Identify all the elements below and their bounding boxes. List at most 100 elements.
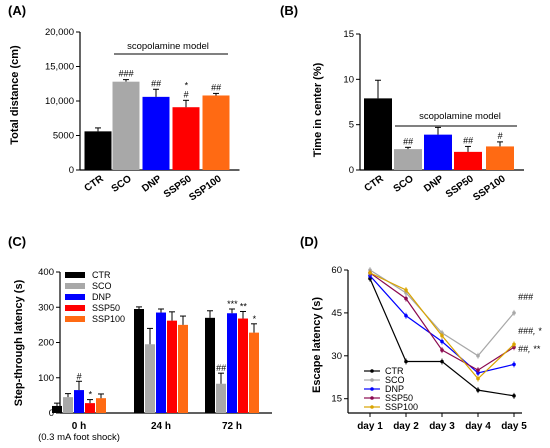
- panel-d-plot: 15 30 45 60 day 1 day 2 day 3 day 4 day 5 CTRSCOD…: [331, 265, 542, 432]
- panel-c-legend-label: CTR: [92, 270, 111, 280]
- panel-d-legend-marker: [370, 396, 374, 400]
- panel-d-ylabel: Escape latency (s): [311, 297, 323, 393]
- panel-c-sig-label: ***: [227, 299, 238, 309]
- panel-b-bracket-label: scopolamine model: [419, 111, 501, 122]
- panel-d-point-ctr: [404, 359, 408, 364]
- panel-b-x-label: SSP100: [471, 173, 508, 203]
- panel-a-plot: 0 5000 10,000 15,000 20,000 CTR ### SCO ## DNP #* S…: [45, 27, 240, 204]
- panel-d-legend-label: SSP100: [385, 402, 418, 412]
- panel-b-bar-ssp50: [454, 151, 482, 170]
- panel-d-point-ssp100: [368, 271, 372, 275]
- panel-d-legend-marker: [370, 369, 374, 373]
- panel-c-legend-label: SCO: [92, 281, 112, 291]
- panel-d-sig-label: ##, **: [518, 344, 541, 354]
- panel-c-bar-dnp: [74, 390, 84, 413]
- panel-d-legend-marker: [370, 387, 374, 391]
- panel-d-legend-label: SCO: [385, 375, 405, 385]
- panel-a-bar-dnp: [142, 96, 170, 170]
- panel-d-sig-label: ###, *: [518, 326, 542, 336]
- panel-a-bar-sco: [112, 81, 140, 170]
- panel-c-ylabel: Step-through latency (s): [13, 279, 25, 406]
- panel-d-point-ssp50: [404, 296, 408, 301]
- panel-b-x-label: SSP50: [444, 173, 476, 200]
- panel-c-x-label: 0 h: [72, 421, 86, 432]
- panel-c-legend-label: DNP: [92, 292, 111, 302]
- panel-c-bar-sco: [145, 344, 155, 413]
- panel-d-point-sco: [512, 311, 516, 315]
- panel-d-ytick-label: 30: [331, 351, 342, 362]
- panel-label-d: (D): [300, 234, 318, 249]
- panel-b-ytick-label: 0: [349, 165, 354, 176]
- panel-d-x-label: day 5: [501, 421, 527, 432]
- panel-a-bar-ssp50: [172, 107, 200, 170]
- panel-d-line-ssp50: [369, 272, 515, 371]
- panel-d-legend-label: SSP50: [385, 393, 413, 403]
- panel-c-sig-label: #: [76, 371, 82, 381]
- panel-d-point-ssp100: [476, 376, 480, 381]
- panel-d-legend-marker: [370, 405, 374, 409]
- panel-d-x-label: day 2: [393, 421, 419, 432]
- panel-a-ylabel: Total distance (cm): [9, 45, 21, 145]
- panel-d-x-label: day 4: [465, 421, 491, 432]
- panel-c-bar-ctr: [52, 405, 62, 413]
- panel-d-point-ssp100: [440, 333, 444, 338]
- panel-b-x-label: DNP: [422, 173, 446, 194]
- panel-c-bar-dnp: [156, 312, 166, 413]
- panel-c-ytick-label: 100: [38, 373, 54, 384]
- panel-d-point-dnp: [440, 339, 444, 344]
- panel-c-sig-label: **: [239, 301, 247, 311]
- panel-c-bar-ssp50: [85, 403, 95, 413]
- panel-c-bar-dnp: [227, 313, 237, 413]
- panel-d-point-ssp50: [476, 368, 480, 372]
- panel-d-x-label: day 3: [429, 421, 455, 432]
- panel-b-ylabel: Time in center (%): [312, 62, 324, 157]
- panel-a-sig-label: #: [183, 89, 189, 99]
- panel-c-bar-ssp100: [249, 332, 259, 413]
- panel-d-x-label: day 1: [357, 421, 383, 432]
- panel-a-bar-ctr: [84, 131, 112, 170]
- panel-b-sig-label: ##: [403, 136, 414, 146]
- panel-b-sig-label: ##: [463, 135, 474, 145]
- panel-a-ytick-label: 10,000: [45, 96, 74, 107]
- panel-b-bar-sco: [394, 149, 422, 170]
- panel-c-ytick-label: 300: [38, 302, 54, 313]
- panel-a-sig-label: ##: [211, 82, 222, 92]
- panel-a-sig-label: ##: [151, 78, 162, 88]
- panel-d-legend-label: DNP: [385, 384, 404, 394]
- panel-c-bar-ssp50: [238, 318, 248, 413]
- panel-b-ytick-label: 5: [349, 120, 354, 131]
- panel-c-legend-swatch: [65, 305, 85, 311]
- panel-d-legend-label: CTR: [385, 366, 404, 376]
- panel-d-point-ssp100: [512, 342, 516, 347]
- panel-c-bar-sco: [63, 397, 73, 413]
- panel-d-ytick-label: 60: [331, 265, 342, 276]
- panel-a-ytick-label: 15,000: [45, 62, 74, 73]
- panel-label-a: (A): [8, 3, 26, 18]
- panel-c-bar-ctr: [205, 317, 215, 413]
- panel-c-ytick-label: 200: [38, 338, 54, 349]
- panel-c-x-label: 24 h: [151, 421, 171, 432]
- panel-d-ytick-label: 45: [331, 308, 342, 319]
- panel-a-ytick-label: 0: [69, 165, 74, 176]
- panel-a-bracket-label: scopolamine model: [127, 41, 209, 52]
- panel-d-point-dnp: [404, 313, 408, 318]
- panel-d-legend-marker: [370, 378, 374, 382]
- panel-d-line-dnp: [369, 275, 515, 374]
- panel-label-c: (C): [8, 234, 26, 249]
- panel-b-ytick-label: 15: [343, 29, 354, 40]
- panel-a-sig-label: *: [184, 80, 188, 90]
- panel-b-bar-dnp: [424, 134, 452, 170]
- panel-c-legend-swatch: [65, 294, 85, 300]
- panel-d-sig-label: ###: [518, 292, 534, 302]
- panel-c-ytick-label: 400: [38, 267, 54, 278]
- panel-d-point-ctr: [476, 388, 480, 392]
- panel-d-point-ssp100: [404, 288, 408, 292]
- panel-c-legend-label: SSP100: [92, 314, 125, 324]
- panel-a-x-label: DNP: [140, 173, 164, 194]
- panel-c-bar-ssp100: [96, 398, 106, 413]
- panel-c-legend-swatch: [65, 272, 85, 278]
- panel-b-bar-ssp100: [486, 146, 514, 170]
- panel-c-x-label: 72 h: [222, 421, 242, 432]
- panel-c-legend-swatch: [65, 283, 85, 289]
